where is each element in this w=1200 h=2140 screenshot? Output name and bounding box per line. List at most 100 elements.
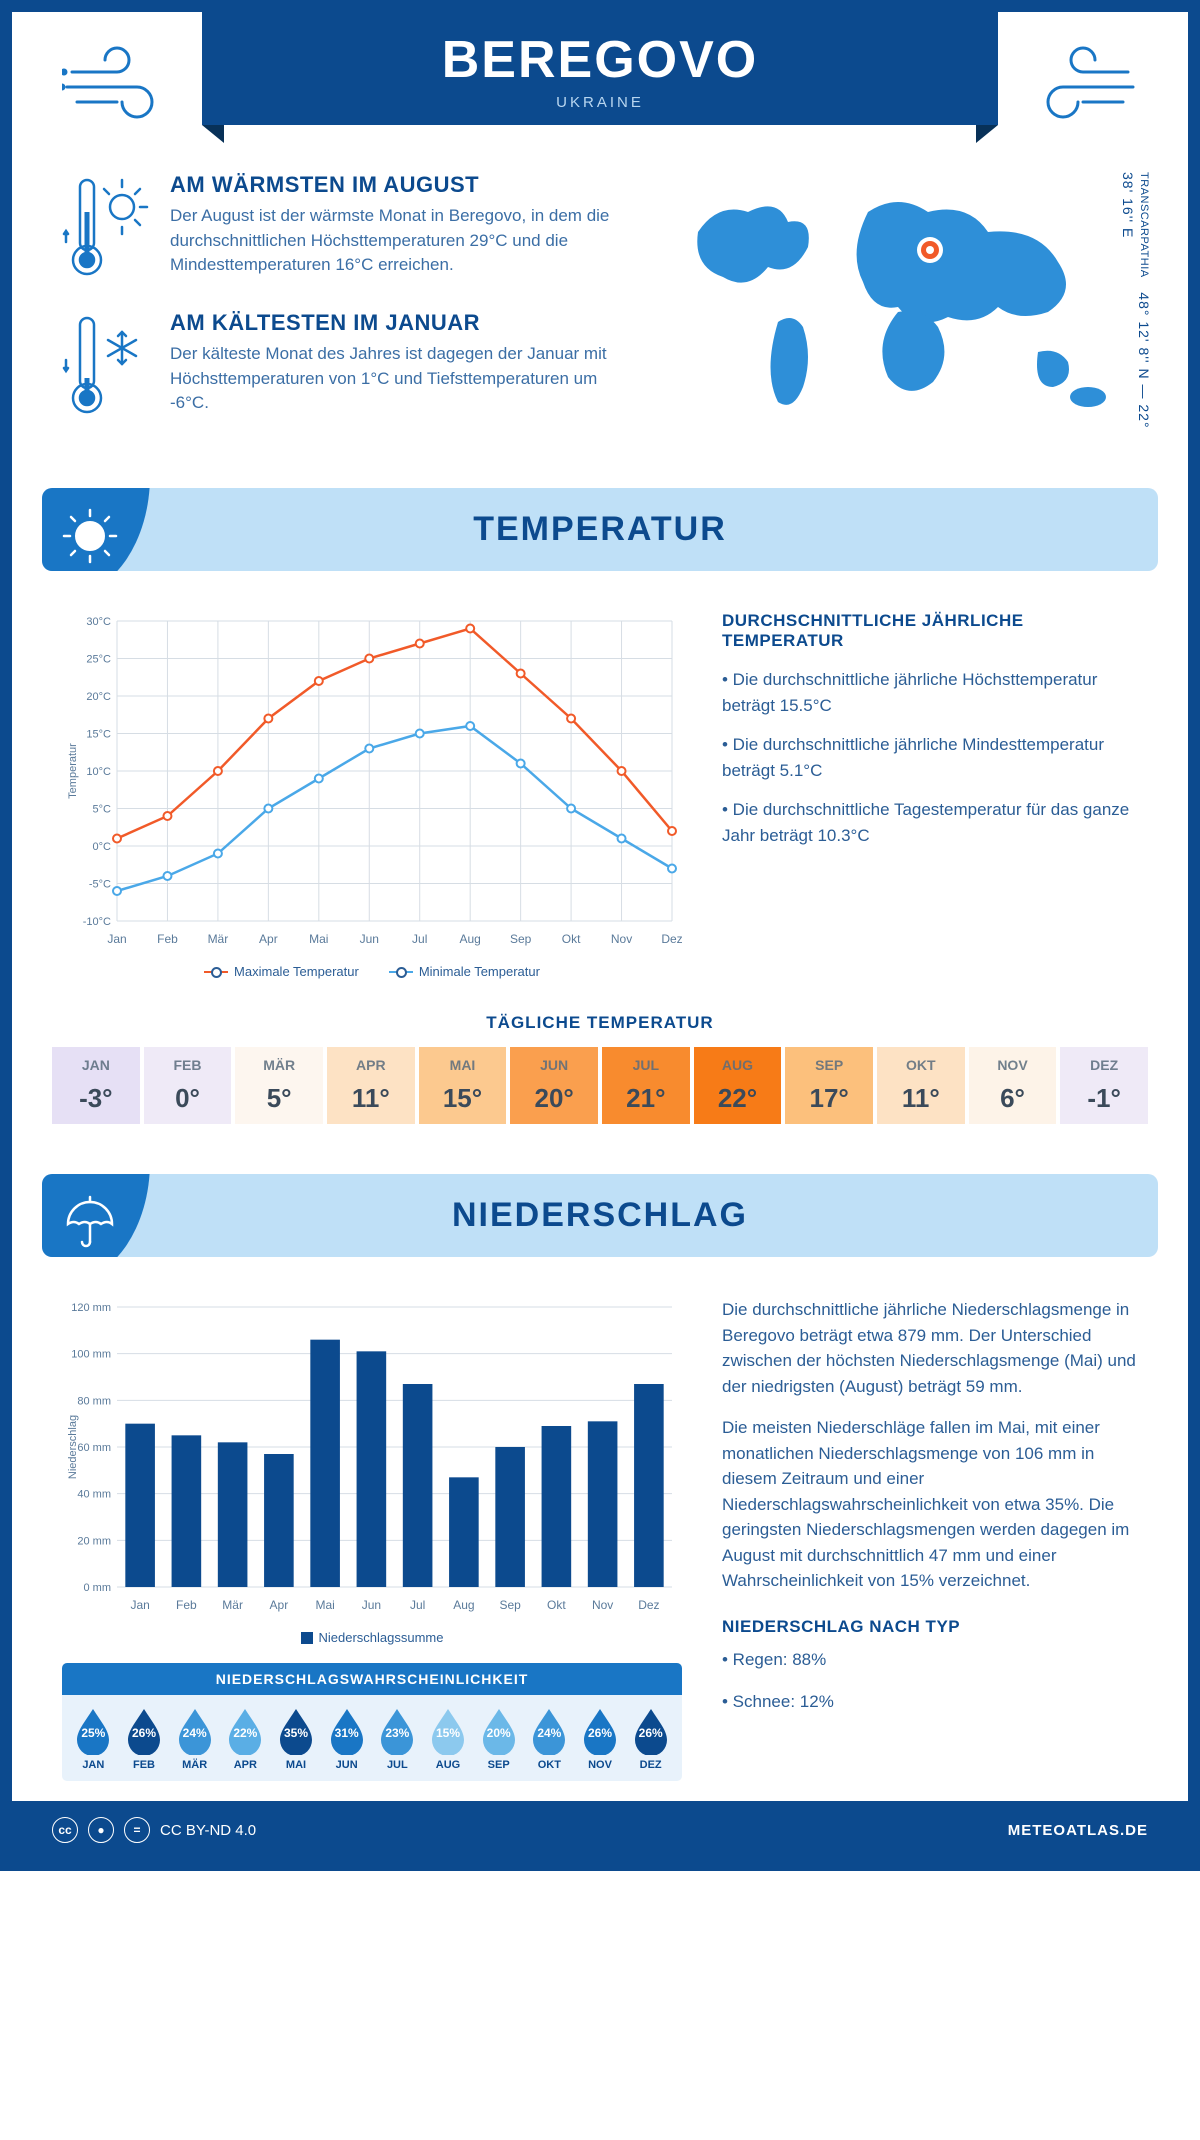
svg-text:25°C: 25°C <box>86 654 111 666</box>
wind-icon-right <box>1018 42 1138 132</box>
probability-cell: 26% DEZ <box>625 1707 676 1771</box>
probability-cell: 15% AUG <box>423 1707 474 1771</box>
precip-type-title: NIEDERSCHLAG NACH TYP <box>722 1614 1138 1640</box>
svg-text:Mai: Mai <box>315 1598 334 1612</box>
daily-cell: JUL 21° <box>602 1047 690 1124</box>
temp-summary-b2: • Die durchschnittliche jährliche Mindes… <box>722 732 1138 783</box>
svg-text:10°C: 10°C <box>86 766 111 778</box>
svg-text:Dez: Dez <box>661 932 682 946</box>
svg-text:Mär: Mär <box>208 932 229 946</box>
probability-title: NIEDERSCHLAGSWAHRSCHEINLICHKEIT <box>62 1663 682 1695</box>
precipitation-title: NIEDERSCHLAG <box>42 1196 1158 1235</box>
temperature-summary: DURCHSCHNITTLICHE JÄHRLICHE TEMPERATUR •… <box>722 611 1138 979</box>
svg-text:Nov: Nov <box>611 932 632 946</box>
daily-cell: DEZ -1° <box>1060 1047 1148 1124</box>
page: BEREGOVO UKRAINE <box>0 0 1200 1871</box>
coldest-block: AM KÄLTESTEN IM JANUAR Der kälteste Mona… <box>62 310 638 420</box>
coordinates: TRANSCARPATHIA 48° 12' 8'' N — 22° 38' 1… <box>1120 172 1152 448</box>
daily-cell: NOV 6° <box>969 1047 1057 1124</box>
probability-cell: 31% JUN <box>321 1707 372 1771</box>
probability-cell: 22% APR <box>220 1707 271 1771</box>
svg-text:Jan: Jan <box>130 1598 149 1612</box>
nd-icon: = <box>124 1817 150 1843</box>
svg-text:15°C: 15°C <box>86 729 111 741</box>
probability-cell: 26% FEB <box>119 1707 170 1771</box>
intro-row: AM WÄRMSTEN IM AUGUST Der August ist der… <box>12 142 1188 468</box>
svg-text:Niederschlag: Niederschlag <box>67 1415 79 1479</box>
svg-text:Sep: Sep <box>499 1598 521 1612</box>
precipitation-text: Die durchschnittliche jährliche Niedersc… <box>722 1297 1138 1781</box>
daily-temp-title: TÄGLICHE TEMPERATUR <box>12 1013 1188 1033</box>
svg-text:Sep: Sep <box>510 932 532 946</box>
probability-cell: 35% MAI <box>271 1707 322 1771</box>
daily-cell: SEP 17° <box>785 1047 873 1124</box>
temperature-row: -10°C-5°C0°C5°C10°C15°C20°C25°C30°CJanFe… <box>12 591 1188 989</box>
temperature-line-chart: -10°C-5°C0°C5°C10°C15°C20°C25°C30°CJanFe… <box>62 611 682 979</box>
warmest-title: AM WÄRMSTEN IM AUGUST <box>170 172 638 198</box>
svg-text:120 mm: 120 mm <box>71 1302 111 1314</box>
svg-text:Jul: Jul <box>412 932 427 946</box>
svg-text:Aug: Aug <box>453 1598 474 1612</box>
svg-text:Apr: Apr <box>270 1598 289 1612</box>
country-subtitle: UKRAINE <box>202 94 998 111</box>
svg-text:Okt: Okt <box>547 1598 566 1612</box>
svg-text:Okt: Okt <box>562 932 581 946</box>
svg-text:60 mm: 60 mm <box>77 1442 111 1454</box>
header: BEREGOVO UKRAINE <box>12 12 1188 142</box>
svg-text:0°C: 0°C <box>93 841 112 853</box>
svg-text:5°C: 5°C <box>93 804 112 816</box>
daily-cell: OKT 11° <box>877 1047 965 1124</box>
svg-text:Temperatur: Temperatur <box>67 743 79 799</box>
license-text: CC BY-ND 4.0 <box>160 1822 256 1839</box>
legend-min: Minimale Temperatur <box>389 964 540 979</box>
svg-text:-10°C: -10°C <box>83 916 111 928</box>
svg-text:-5°C: -5°C <box>89 879 111 891</box>
warmest-text: Der August ist der wärmste Monat in Bere… <box>170 204 638 278</box>
legend-precip: Niederschlagssumme <box>301 1630 444 1645</box>
svg-text:Mai: Mai <box>309 932 328 946</box>
svg-text:Apr: Apr <box>259 932 278 946</box>
coldest-text: Der kälteste Monat des Jahres ist dagege… <box>170 342 638 416</box>
svg-text:80 mm: 80 mm <box>77 1395 111 1407</box>
umbrella-icon <box>58 1190 122 1254</box>
warmest-block: AM WÄRMSTEN IM AUGUST Der August ist der… <box>62 172 638 282</box>
precip-p2: Die meisten Niederschläge fallen im Mai,… <box>722 1415 1138 1594</box>
svg-text:Jan: Jan <box>107 932 126 946</box>
probability-panel: NIEDERSCHLAGSWAHRSCHEINLICHKEIT 25% JAN … <box>62 1663 682 1781</box>
precipitation-bar-chart: 0 mm20 mm40 mm60 mm80 mm100 mm120 mmNied… <box>62 1297 682 1617</box>
daily-cell: MÄR 5° <box>235 1047 323 1124</box>
temperature-title: TEMPERATUR <box>42 510 1158 549</box>
probability-cell: 20% SEP <box>473 1707 524 1771</box>
probability-cell: 26% NOV <box>575 1707 626 1771</box>
svg-text:Feb: Feb <box>157 932 178 946</box>
cc-icon: cc <box>52 1817 78 1843</box>
precipitation-section-header: NIEDERSCHLAG <box>42 1174 1158 1257</box>
svg-text:Jun: Jun <box>362 1598 381 1612</box>
title-banner: BEREGOVO UKRAINE <box>202 12 998 125</box>
temp-summary-title: DURCHSCHNITTLICHE JÄHRLICHE TEMPERATUR <box>722 611 1138 651</box>
svg-text:40 mm: 40 mm <box>77 1489 111 1501</box>
svg-text:Nov: Nov <box>592 1598 613 1612</box>
svg-text:Jul: Jul <box>410 1598 425 1612</box>
probability-cell: 23% JUL <box>372 1707 423 1771</box>
precip-rain: • Regen: 88% <box>722 1647 1138 1673</box>
probability-cell: 25% JAN <box>68 1707 119 1771</box>
by-icon: ● <box>88 1817 114 1843</box>
svg-text:20 mm: 20 mm <box>77 1535 111 1547</box>
thermometer-hot-icon <box>62 172 152 282</box>
daily-temp-grid: JAN -3° FEB 0° MÄR 5° APR 11° MAI 15° JU… <box>12 1047 1188 1154</box>
wind-icon-left <box>62 42 182 132</box>
svg-text:Aug: Aug <box>460 932 481 946</box>
legend-max: Maximale Temperatur <box>204 964 359 979</box>
daily-cell: MAI 15° <box>419 1047 507 1124</box>
daily-cell: JUN 20° <box>510 1047 598 1124</box>
svg-text:20°C: 20°C <box>86 691 111 703</box>
footer: cc ● = CC BY-ND 4.0 METEOATLAS.DE <box>12 1801 1188 1859</box>
svg-text:Mär: Mär <box>222 1598 243 1612</box>
daily-cell: AUG 22° <box>694 1047 782 1124</box>
svg-text:Feb: Feb <box>176 1598 197 1612</box>
svg-text:0 mm: 0 mm <box>84 1582 112 1594</box>
precip-snow: • Schnee: 12% <box>722 1689 1138 1715</box>
site-name: METEOATLAS.DE <box>1008 1822 1148 1839</box>
svg-text:Jun: Jun <box>360 932 379 946</box>
